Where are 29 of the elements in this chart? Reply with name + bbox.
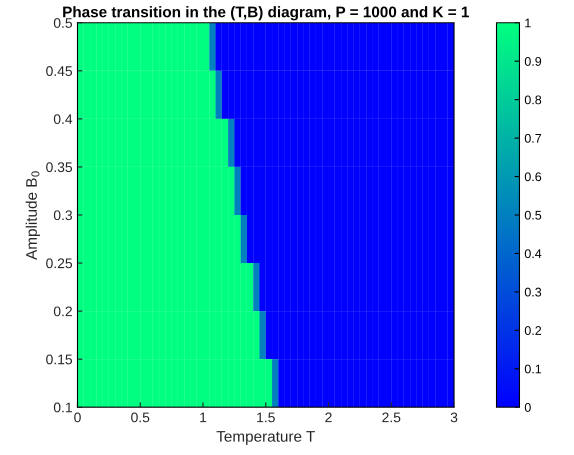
y-tick-label: 0.3: [54, 210, 72, 220]
color-bar-label: 0.8: [524, 95, 542, 104]
y-tick-label: 0.2: [54, 306, 72, 316]
color-bar-label: 1: [525, 18, 531, 28]
color-bar-label: 0.3: [524, 288, 542, 297]
y-tick-label: 0.25: [46, 258, 72, 268]
y-tick-label: 0.15: [46, 354, 72, 364]
color-bar-label: 0.5: [524, 210, 542, 220]
y-tick-label: 0.35: [46, 162, 72, 172]
y-axis-title: Amplitude B$_{0}$: [26, 171, 40, 260]
y-tick-label: 0.1: [54, 402, 72, 412]
x-tick-label: 1.5: [257, 412, 275, 422]
color-bar-label: 0.2: [524, 326, 542, 335]
color-bar-label: 0: [524, 403, 531, 412]
color-bar-label: 0.1: [524, 364, 542, 374]
x-axis-title: Temperature T: [216, 431, 315, 445]
color-bar-label: 0.9: [524, 57, 542, 66]
x-tick-label: 0: [74, 412, 81, 422]
color-bar-label: 0.7: [524, 134, 542, 143]
y-tick-label: 0.4: [54, 114, 72, 124]
color-bar-label: 0.6: [524, 172, 542, 182]
color-bar-label: 0.4: [524, 249, 542, 258]
x-tick-label: 2: [325, 412, 332, 422]
y-tick-label: 0.45: [46, 66, 72, 76]
x-tick-label: 3: [450, 412, 458, 422]
y-tick-label: 0.5: [54, 18, 72, 28]
x-tick-label: 0.5: [131, 412, 150, 422]
x-tick-label: 1: [200, 412, 206, 422]
x-tick-label: 2.5: [382, 412, 400, 422]
